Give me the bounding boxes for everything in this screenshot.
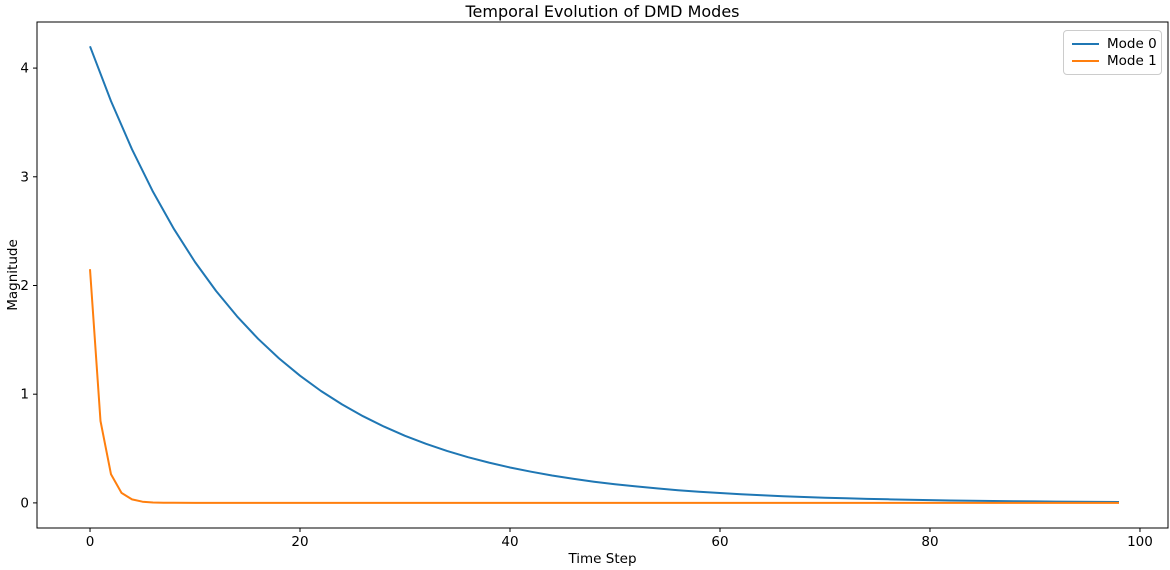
series-line-mode-0 — [89, 45, 1120, 503]
x-tick-label: 60 — [711, 534, 728, 550]
y-tick-label: 3 — [20, 169, 29, 185]
legend-item-mode-0: Mode 0 — [1072, 36, 1157, 53]
chart-title: Temporal Evolution of DMD Modes — [465, 2, 740, 21]
legend-label-mode-0: Mode 0 — [1107, 36, 1157, 53]
series-line-mode-1 — [89, 269, 1119, 504]
x-tick-label: 0 — [86, 534, 95, 550]
x-tick-label: 100 — [1127, 534, 1153, 550]
y-tick-label: 2 — [20, 278, 29, 294]
x-tick-label: 40 — [501, 534, 518, 550]
x-axis-label: Time Step — [568, 551, 637, 567]
legend-line-sample-mode-1 — [1072, 59, 1099, 62]
y-tick-label: 1 — [20, 387, 29, 403]
legend-item-mode-1: Mode 1 — [1072, 53, 1157, 70]
x-tick-label: 80 — [921, 534, 938, 550]
legend-label-mode-1: Mode 1 — [1107, 52, 1157, 69]
axes-frame — [36, 21, 1169, 529]
y-tick-label: 4 — [20, 61, 29, 77]
x-tick-label: 20 — [291, 534, 308, 550]
legend-line-sample-mode-0 — [1072, 43, 1099, 46]
legend: Mode 0 Mode 1 — [1063, 30, 1162, 75]
y-tick-label: 0 — [20, 495, 29, 511]
